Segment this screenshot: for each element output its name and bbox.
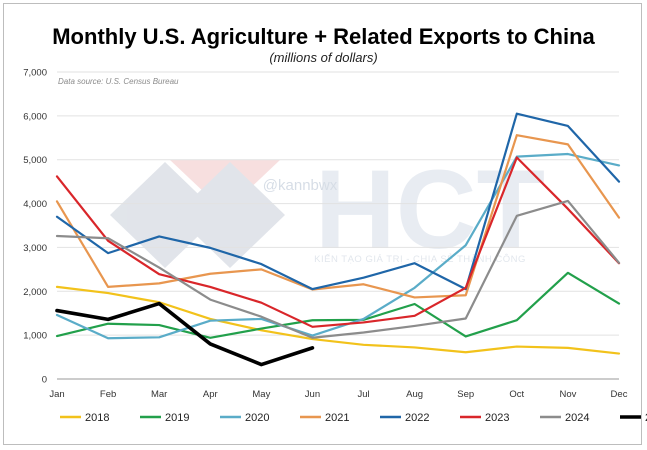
legend-label-2022: 2022: [405, 412, 429, 424]
chart-frame: [3, 3, 642, 445]
x-tick-label: Feb: [100, 389, 116, 400]
legend-label-2020: 2020: [245, 412, 269, 424]
x-tick-label: Nov: [559, 389, 576, 400]
series-line-2025: [55, 301, 315, 367]
series-lines: [55, 112, 621, 367]
x-tick-label: Apr: [203, 389, 218, 400]
legend-label-2024: 2024: [565, 412, 589, 424]
legend-label-2018: 2018: [85, 412, 109, 424]
watermark: HCT @kannbwx KIẾN TẠO GIÁ TRỊ - CHIA SẺ …: [110, 147, 545, 272]
x-tick-label: Aug: [406, 389, 423, 400]
legend-label-2023: 2023: [485, 412, 509, 424]
x-axis-ticks: Jan Feb Mar Apr May Jun Jul Aug Sep Oct Nov Dec: [49, 389, 627, 400]
y-tick-label: 1,000: [23, 331, 47, 342]
y-tick-label: 6,000: [23, 111, 47, 122]
watermark-diamond-left: [110, 162, 220, 268]
legend-label-2021: 2021: [325, 412, 349, 424]
chart-title: Monthly U.S. Agriculture + Related Expor…: [52, 24, 595, 49]
x-tick-label: May: [252, 389, 270, 400]
legend: 2018 2019 2020 2021 2022 2023 2024 2025: [60, 412, 647, 424]
series-line-2020: [55, 152, 621, 340]
y-axis-ticks: 0 1,000 2,000 3,000 4,000 5,000 6,000 7,000: [23, 68, 47, 386]
legend-label-2019: 2019: [165, 412, 189, 424]
watermark-handle: @kannbwx: [263, 177, 338, 194]
x-tick-label: Jan: [49, 389, 64, 400]
x-tick-label: Jun: [305, 389, 320, 400]
y-tick-label: 4,000: [23, 199, 47, 210]
chart-subtitle: (millions of dollars): [269, 50, 378, 65]
y-tick-label: 5,000: [23, 155, 47, 166]
y-tick-label: 7,000: [23, 68, 47, 79]
legend-label-2025: 2025: [645, 412, 647, 424]
series-line-2024: [55, 199, 621, 339]
series-line-2022: [55, 112, 621, 291]
x-tick-label: Sep: [457, 389, 474, 400]
x-tick-label: Oct: [509, 389, 524, 400]
x-tick-label: Jul: [357, 389, 369, 400]
series-line-2018: [55, 285, 621, 355]
x-tick-label: Mar: [151, 389, 167, 400]
y-tick-label: 2,000: [23, 287, 47, 298]
y-tick-label: 0: [42, 375, 47, 386]
data-source-note: Data source: U.S. Census Bureau: [58, 77, 179, 86]
x-tick-label: Dec: [611, 389, 628, 400]
series-line-2023: [55, 156, 621, 328]
y-tick-label: 3,000: [23, 243, 47, 254]
series-line-2021: [55, 134, 621, 299]
series-line-2019: [55, 271, 621, 339]
watermark-diamond-right: [175, 162, 285, 268]
